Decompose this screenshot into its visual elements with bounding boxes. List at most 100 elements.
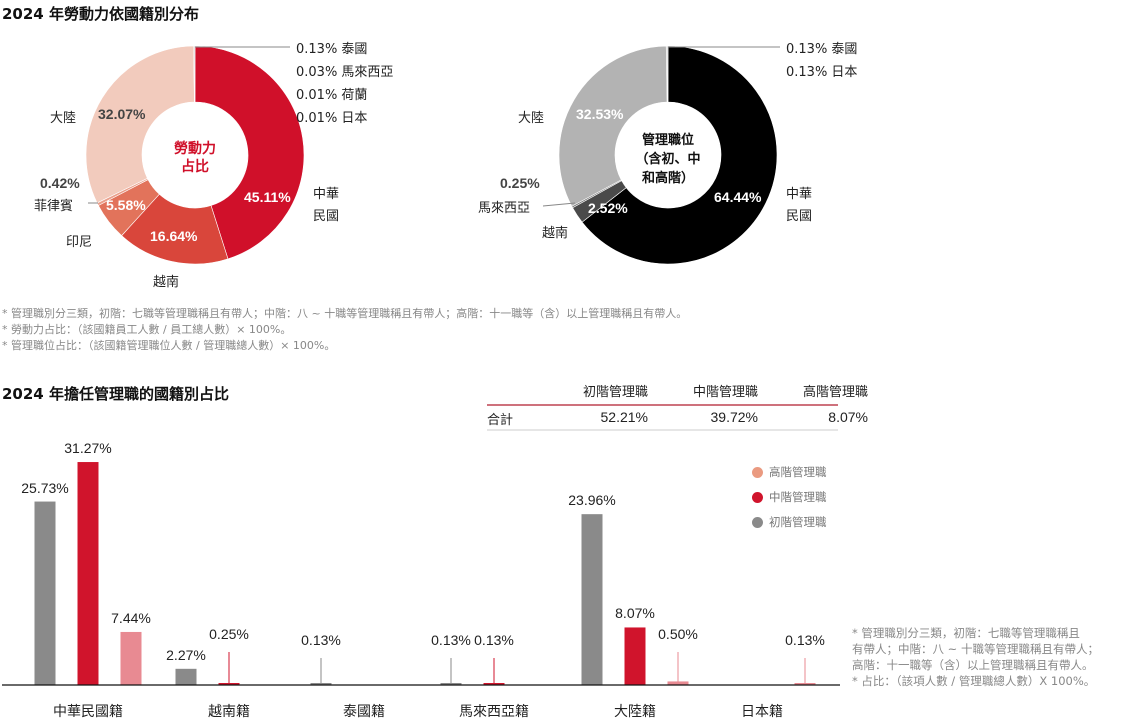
slice-大陸 xyxy=(558,45,668,207)
spacer xyxy=(487,381,553,400)
note-line: 高階：十一職等（含）以上管理職稱且有帶人。 xyxy=(852,658,1094,672)
table-cell: 39.72% xyxy=(710,409,758,425)
category-label: 印尼 xyxy=(66,235,93,250)
category-label: 中華 民國 xyxy=(313,184,339,228)
minor-label: 0.01% 荷蘭 xyxy=(296,88,368,103)
pie2-center-label: 管理職位 （含初、中 和高階） xyxy=(613,131,723,188)
label-line: 民國 xyxy=(786,209,813,224)
bar-value-label: 0.25% xyxy=(209,626,249,642)
value-label: 64.44% xyxy=(714,189,762,205)
value-label: 45.11% xyxy=(244,189,291,205)
leader-line xyxy=(542,202,576,207)
legend-dot-icon xyxy=(752,517,763,528)
label-line: 中華 xyxy=(786,187,813,202)
legend-label: 中階管理職 xyxy=(769,490,827,504)
bar-value-label: 0.13% xyxy=(785,632,825,648)
note-line: * 占比：（該項人數 / 管理職總人數）X 100%。 xyxy=(852,674,1096,688)
pie1-title: 2024 年勞動力依國籍別分布 xyxy=(2,5,199,23)
bar-高階管理職-中華民國籍 xyxy=(120,631,142,685)
category-label: 菲律賓 xyxy=(34,199,74,214)
minor-labels: 0.13% 泰國 0.03% 馬來西亞 0.01% 荷蘭 0.01% 日本 xyxy=(296,38,393,130)
legend-item: 中階管理職 xyxy=(752,485,827,510)
label-line: 中華 xyxy=(313,187,340,202)
legend-label: 初階管理職 xyxy=(769,515,827,529)
legend: 高階管理職 中階管理職 初階管理職 xyxy=(752,460,827,535)
bar-中階管理職-中華民國籍 xyxy=(77,462,99,685)
value-label: 5.58% xyxy=(106,197,146,213)
bar-初階管理職-越南籍 xyxy=(175,668,197,685)
value-label: 2.52% xyxy=(588,200,628,216)
note-line: * 勞動力占比：（該國籍員工人數 / 員工總人數）× 100%。 xyxy=(2,323,292,336)
category-label: 大陸 xyxy=(50,111,77,126)
slice-中華民國 xyxy=(581,45,778,265)
table-header: 中階管理職 xyxy=(692,385,758,400)
value-label: 0.42% xyxy=(40,175,80,191)
bar-value-label: 31.27% xyxy=(64,440,112,457)
category-tick-label: 馬來西亞籍 xyxy=(459,704,529,720)
legend-dot-icon xyxy=(752,467,763,478)
bar-notes: * 管理職別分三類，初階：七職等管理職稱且 有帶人；中階：八 ~ 十職等管理職稱… xyxy=(852,625,1099,689)
bar-chart xyxy=(34,462,816,685)
center-line: 管理職位 xyxy=(641,133,694,148)
slice-泰國 xyxy=(666,45,669,103)
category-tick-label: 大陸籍 xyxy=(614,704,656,720)
leader-lines xyxy=(88,46,780,207)
minor-labels: 0.13% 泰國 0.13% 日本 xyxy=(786,38,857,84)
bar-value-label: 0.13% xyxy=(431,632,471,648)
legend-label: 高階管理職 xyxy=(769,465,827,479)
category-label: 越南 xyxy=(153,275,180,290)
bar-value-label: 2.27% xyxy=(166,646,206,663)
table-cell: 8.07% xyxy=(828,409,868,425)
minor-label: 0.01% 日本 xyxy=(296,111,368,126)
center-line: （含初、中 xyxy=(635,152,701,167)
table-header: 初階管理職 xyxy=(582,385,648,400)
slice-中華民國 xyxy=(194,45,305,260)
category-label: 中華 民國 xyxy=(786,184,812,228)
minor-label: 0.13% 日本 xyxy=(786,65,858,80)
minor-label: 0.13% 泰國 xyxy=(786,42,858,57)
table-cell: 52.21% xyxy=(600,409,648,425)
center-line: 勞動力 xyxy=(174,141,216,157)
note-line: 有帶人；中階：八 ~ 十職等管理職稱且有帶人； xyxy=(852,642,1099,656)
bar-value-label: 8.07% xyxy=(615,605,655,622)
bar-中階管理職-大陸籍 xyxy=(624,627,646,685)
minor-label: 0.13% 泰國 xyxy=(296,42,368,57)
bar-初階管理職-大陸籍 xyxy=(581,514,603,685)
value-label: 0.25% xyxy=(500,175,540,191)
note-line: * 管理職別分三類，初階：七職等管理職稱且 xyxy=(852,626,1080,640)
category-tick-label: 泰國籍 xyxy=(343,704,385,720)
bar-value-label: 7.44% xyxy=(111,609,151,626)
legend-dot-icon xyxy=(752,492,763,503)
label-line: 民國 xyxy=(313,209,340,224)
table-header: 高階管理職 xyxy=(802,385,868,400)
category-tick-label: 越南籍 xyxy=(208,704,250,720)
slice-泰國 xyxy=(193,45,196,103)
management-donut xyxy=(558,45,778,265)
legend-item: 初階管理職 xyxy=(752,510,827,535)
summary-table-row: 合計 52.21% 39.72% 8.07% xyxy=(487,409,868,428)
bar-value-label: 0.50% xyxy=(658,626,698,642)
category-label: 馬來西亞 xyxy=(478,201,531,216)
pie1-center-label: 勞動力 占比 xyxy=(145,140,245,176)
note-line: * 管理職位占比：（該國籍管理職位人數 / 管理職總人數）× 100%。 xyxy=(2,339,336,352)
slice-大陸 xyxy=(85,45,195,204)
note-line: * 管理職別分三類，初階：七職等管理職稱且有帶人；中階：八 ~ 十職等管理職稱且… xyxy=(2,307,688,320)
category-label: 大陸 xyxy=(518,111,545,126)
summary-table-header: 初階管理職 中階管理職 高階管理職 xyxy=(487,381,868,400)
legend-item: 高階管理職 xyxy=(752,460,827,485)
value-label: 16.64% xyxy=(150,228,198,244)
center-line: 占比 xyxy=(181,159,209,175)
row-label: 合計 xyxy=(487,413,514,428)
category-label: 越南 xyxy=(542,226,569,241)
category-tick-label: 中華民國籍 xyxy=(53,704,123,720)
bar-value-label: 25.73% xyxy=(21,479,69,496)
value-label: 32.53% xyxy=(576,106,624,122)
bar-title: 2024 年擔任管理職的國籍別占比 xyxy=(2,385,229,403)
bar-value-label: 23.96% xyxy=(568,492,616,509)
bar-初階管理職-中華民國籍 xyxy=(34,501,56,685)
category-tick-label: 日本籍 xyxy=(741,704,783,720)
labor-donut xyxy=(85,45,305,265)
value-label: 32.07% xyxy=(98,106,146,122)
bar-value-label: 0.13% xyxy=(474,632,514,648)
